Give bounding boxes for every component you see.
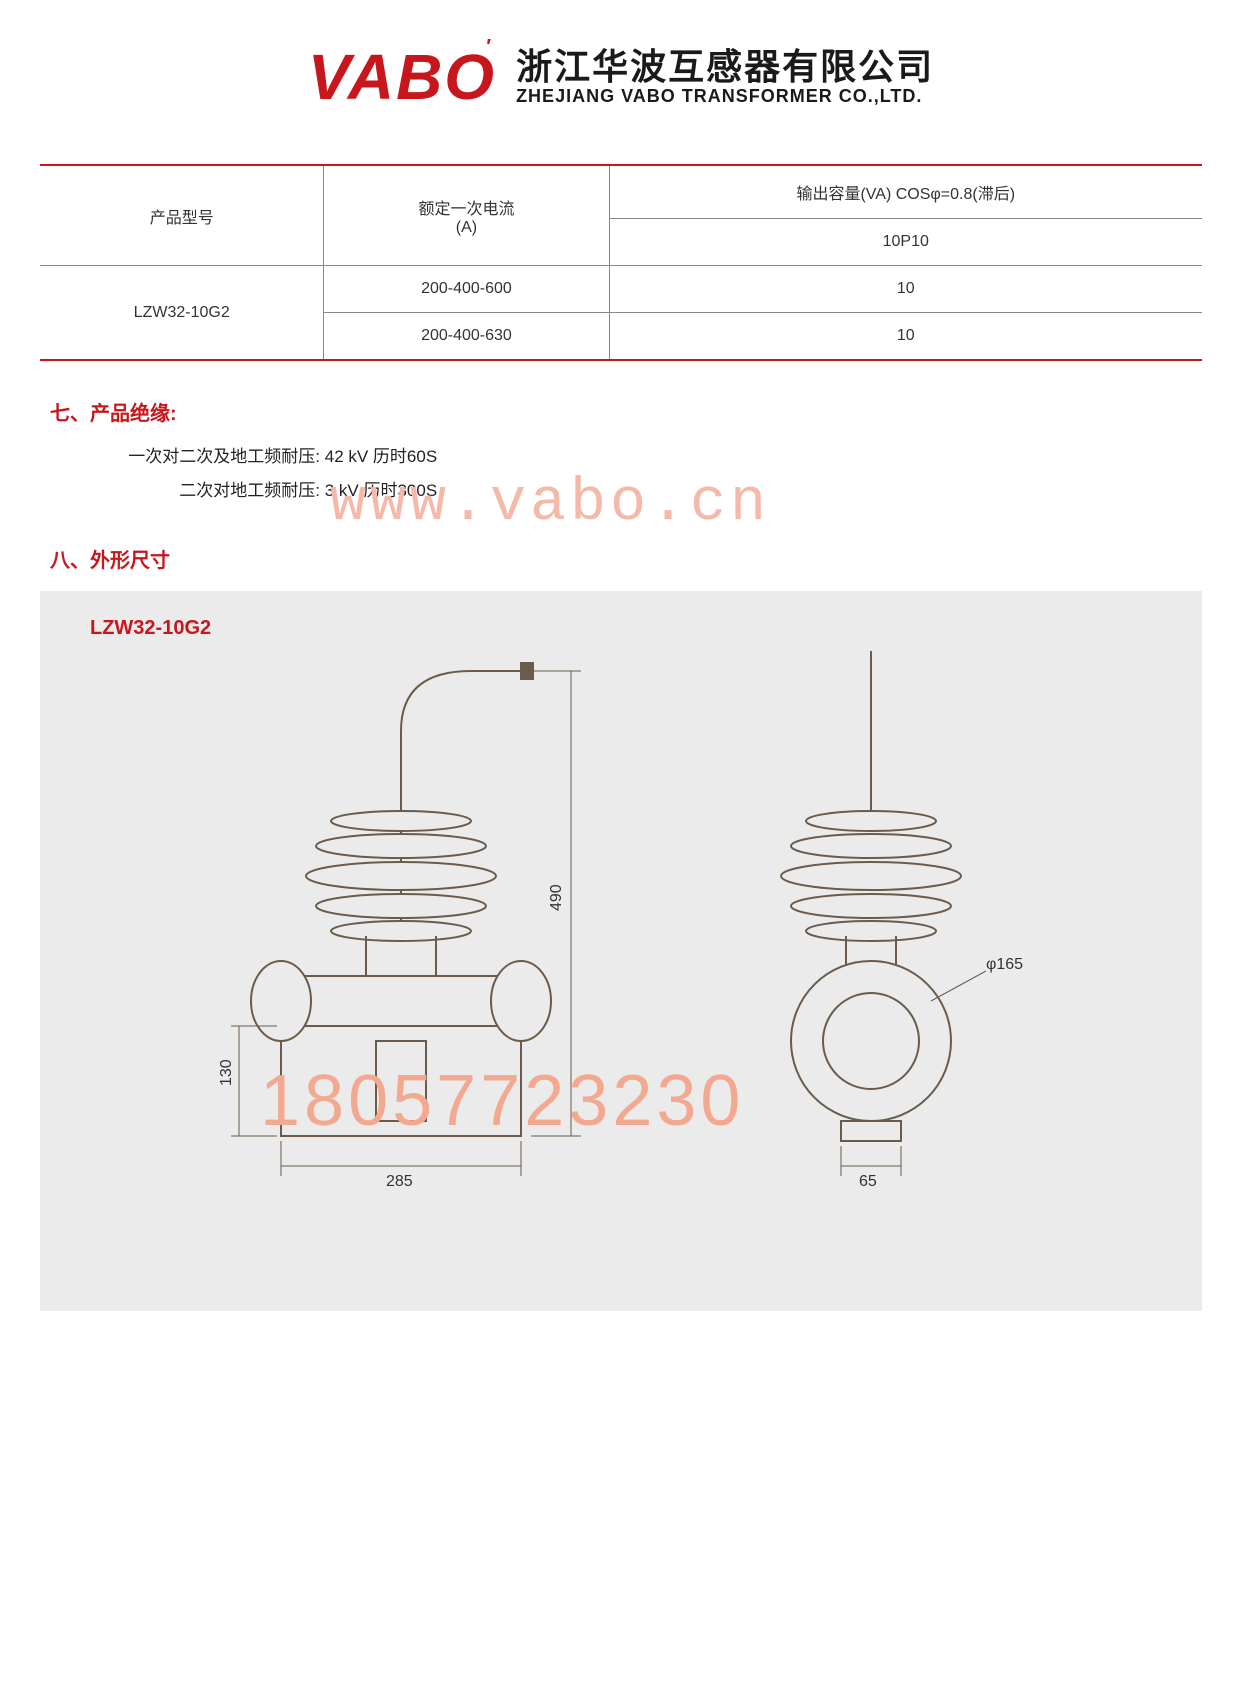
company-header: VABO ′ 浙江华波互感器有限公司 ZHEJIANG VABO TRANSFO… — [0, 0, 1242, 134]
col-header-output-top: 输出容量(VA) COSφ=0.8(滞后) — [609, 165, 1202, 219]
section7-title: 七、产品绝缘: — [50, 397, 1242, 426]
front-view-diagram: 490 285 130 — [191, 631, 611, 1251]
company-name-cn: 浙江华波互感器有限公司 — [516, 47, 934, 87]
cell-output-1: 10 — [609, 313, 1202, 361]
company-name-block: 浙江华波互感器有限公司 ZHEJIANG VABO TRANSFORMER CO… — [516, 47, 934, 106]
dim-width: 285 — [386, 1173, 413, 1190]
col-header-current-l2: (A) — [456, 219, 477, 236]
insulation-block: 一次对二次及地工频耐压: 42 kV 历时60S 二次对地工频耐压: 3 kV … — [110, 440, 1242, 508]
dim-height: 490 — [548, 884, 565, 911]
dim-side-base: 65 — [859, 1173, 877, 1190]
cell-model: LZW32-10G2 — [40, 266, 324, 361]
cell-current-1: 200-400-630 — [324, 313, 609, 361]
side-view-diagram: φ165 65 — [731, 631, 1051, 1251]
dim-diameter: φ165 — [986, 956, 1023, 973]
company-name-en: ZHEJIANG VABO TRANSFORMER CO.,LTD. — [516, 87, 934, 107]
spec-table-wrap: 产品型号 额定一次电流 (A) 输出容量(VA) COSφ=0.8(滞后) 10… — [40, 164, 1202, 361]
col-header-current: 额定一次电流 (A) — [324, 165, 609, 266]
logo-text: VABO — [308, 41, 496, 113]
logo-accent-icon: ′ — [485, 36, 492, 59]
section8-title: 八、外形尺寸 — [50, 544, 1242, 573]
col-header-current-l1: 额定一次电流 — [418, 201, 514, 218]
diagram-svg-wrap: 490 285 130 — [40, 631, 1202, 1251]
cell-output-0: 10 — [609, 266, 1202, 313]
cell-current-0: 200-400-600 — [324, 266, 609, 313]
insulation-line1-label: 一次对二次及地工频耐压: — [110, 440, 320, 474]
col-header-output-bottom: 10P10 — [609, 219, 1202, 266]
insulation-line1: 一次对二次及地工频耐压: 42 kV 历时60S — [110, 440, 1242, 474]
insulation-line2-label: 二次对地工频耐压: — [110, 474, 320, 508]
col-header-model: 产品型号 — [40, 165, 324, 266]
insulation-line2-value: 3 kV 历时300S — [325, 481, 437, 500]
dim-base-h: 130 — [218, 1059, 235, 1086]
insulation-line1-value: 42 kV 历时60S — [325, 447, 437, 466]
insulation-line2: 二次对地工频耐压: 3 kV 历时300S — [110, 474, 1242, 508]
diagram-box: LZW32-10G2 — [40, 591, 1202, 1311]
spec-table: 产品型号 额定一次电流 (A) 输出容量(VA) COSφ=0.8(滞后) 10… — [40, 164, 1202, 361]
logo: VABO ′ — [308, 40, 496, 114]
